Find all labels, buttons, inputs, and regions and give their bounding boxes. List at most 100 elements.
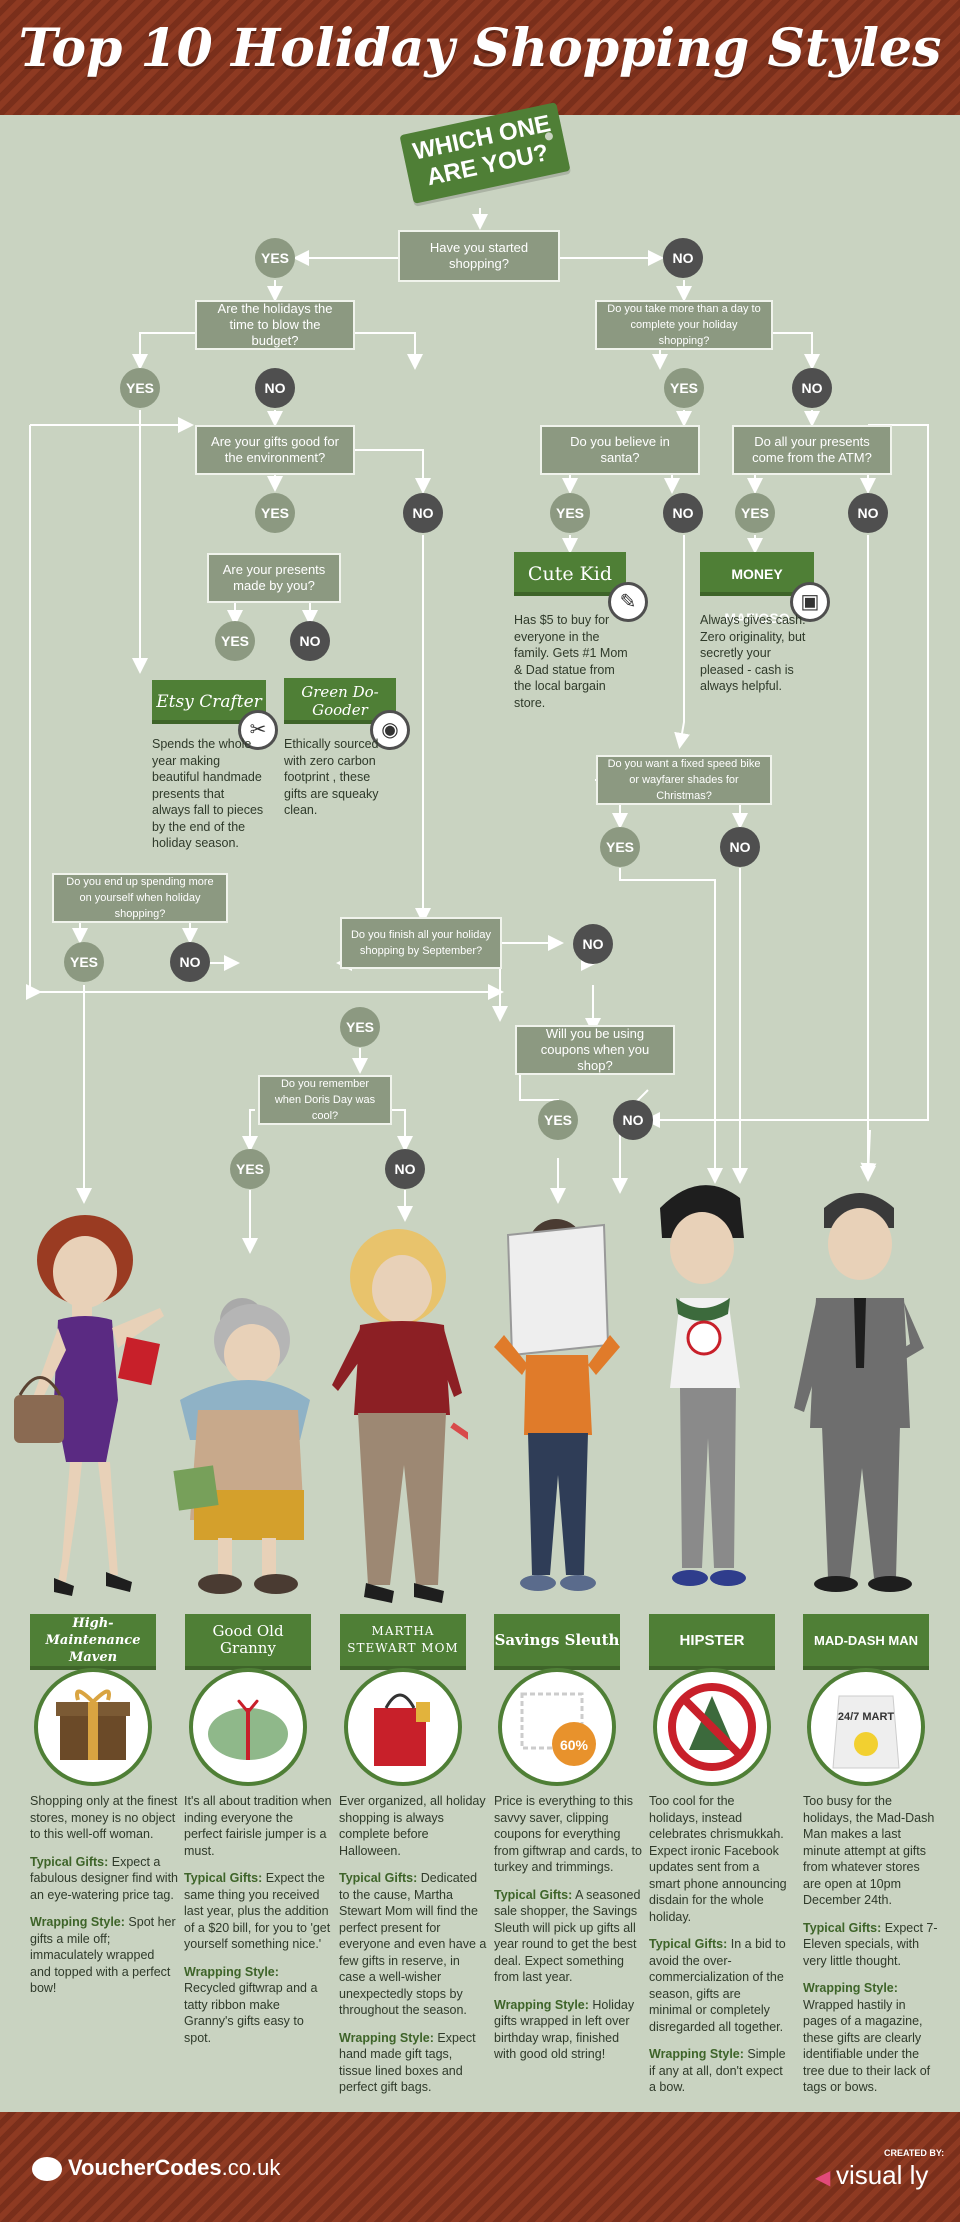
answer-yes-doris[interactable]: YES	[230, 1149, 270, 1189]
wrap-text: Expect hand made gift tags, tissue lined…	[339, 2030, 476, 2095]
martha-stewart-mom-figure	[332, 1229, 468, 1603]
wrap-title: Wrapping Style:	[494, 1997, 589, 2012]
answer-yes-more-than-day[interactable]: YES	[664, 368, 704, 408]
answer-no-coupons[interactable]: NO	[613, 1100, 653, 1140]
coupon-badge-icon: 60%	[498, 1668, 616, 1786]
wrap-text: Simple if any at all, don't expect a bow…	[649, 2047, 786, 2094]
persona-text-granny: It's all about tradition when inding eve…	[184, 1793, 332, 2057]
wrap-text: Holiday gifts wrapped in left over birth…	[494, 1997, 635, 2062]
persona-label-maven: High-Maintenance Maven	[30, 1614, 156, 1670]
mart-bag-icon: 24/7 MART	[807, 1668, 925, 1786]
gifts-text: Expect a fabulous designer find with an …	[30, 1854, 179, 1902]
wrap-title: Wrapping Style:	[184, 1964, 279, 1979]
answer-yes-made-by-you[interactable]: YES	[215, 621, 255, 661]
cash-icon: ▣	[790, 582, 830, 622]
created-by-label: CREATED BY:	[884, 2148, 945, 2158]
question-more-than-a-day[interactable]: Do you take more than a day to complete …	[595, 300, 773, 350]
persona-label-granny: Good Old Granny	[185, 1614, 311, 1670]
persona-text-maven: Shopping only at the finest stores, mone…	[30, 1793, 178, 2008]
question-believe-santa[interactable]: Do you believe in santa?	[540, 425, 700, 475]
answer-no-environment[interactable]: NO	[403, 493, 443, 533]
answer-no-doris[interactable]: NO	[385, 1149, 425, 1189]
page-title: Top 10 Holiday Shopping Styles	[18, 18, 942, 79]
result-green-do-gooder-desc: Ethically sourced with zero carbon footp…	[284, 737, 379, 817]
wrap-title: Wrapping Style:	[649, 2047, 744, 2061]
gifts-title: Typical Gifts:	[494, 1887, 573, 1902]
persona-intro: Too busy for the holidays, the Mad-Dash …	[803, 1794, 935, 1907]
answer-no-made-by-you[interactable]: NO	[290, 621, 330, 661]
answer-no-september[interactable]: NO	[573, 924, 613, 964]
answer-no-santa[interactable]: NO	[663, 493, 703, 533]
mart-text: 24/7 MART	[838, 1711, 895, 1723]
question-started-shopping[interactable]: Have you started shopping?	[398, 230, 560, 282]
result-money-mafioso-label: MONEY MAFIOSO	[700, 552, 814, 626]
answer-yes-santa[interactable]: YES	[550, 493, 590, 533]
good-old-granny-figure	[173, 1298, 310, 1594]
answer-no-budget[interactable]: NO	[255, 368, 295, 408]
question-finish-by-september[interactable]: Do you finish all your holiday shopping …	[340, 917, 502, 969]
result-etsy-crafter-label: Etsy Crafter	[152, 680, 266, 724]
scissors-icon: ✂	[238, 710, 278, 750]
persona-text-martha: Ever organized, all holiday shopping is …	[339, 1793, 487, 2107]
savings-badge-text: 60%	[560, 1737, 589, 1753]
persona-intro: It's all about tradition when inding eve…	[184, 1794, 332, 1858]
question-presents-atm[interactable]: Do all your presents come from the ATM?	[732, 425, 892, 475]
brand-suffix: .co.uk	[221, 2155, 281, 2180]
answer-yes-september[interactable]: YES	[340, 1007, 380, 1047]
visually-text: visual ly	[835, 2160, 929, 2190]
persona-text-sleuth: Price is everything to this savvy saver,…	[494, 1793, 642, 2074]
persona-text-mad-dash: Too busy for the holidays, the Mad-Dash …	[803, 1793, 941, 2107]
question-bike-or-shades[interactable]: Do you want a fixed speed bike or wayfar…	[596, 755, 772, 805]
persona-intro: Too cool for the holidays, instead celeb…	[649, 1794, 787, 1924]
wrap-title: Wrapping Style:	[803, 1981, 898, 1995]
answer-yes-started[interactable]: YES	[255, 238, 295, 278]
gifts-title: Typical Gifts:	[649, 1937, 728, 1951]
gifts-title: Typical Gifts:	[30, 1854, 109, 1869]
question-made-by-you[interactable]: Are your presents made by you?	[207, 553, 341, 603]
persona-intro: Ever organized, all holiday shopping is …	[339, 1794, 486, 1858]
result-money-mafioso-desc: Always gives cash. Zero originality, but…	[700, 613, 806, 693]
wrap-text: Spot her gifts a mile off; immaculately …	[30, 1915, 176, 1995]
gifts-text: Expect 7-Eleven specials, with very litt…	[803, 1920, 938, 1968]
answer-no-started[interactable]: NO	[663, 238, 703, 278]
gifts-text: A seasoned sale shopper, the Savings Sle…	[494, 1887, 641, 1985]
question-blow-budget[interactable]: Are the holidays the time to blow the bu…	[195, 300, 355, 350]
persona-label-sleuth: Savings Sleuth	[494, 1614, 620, 1670]
question-gifts-environment[interactable]: Are your gifts good for the environment?	[195, 425, 355, 475]
question-using-coupons[interactable]: Will you be using coupons when you shop?	[515, 1025, 675, 1075]
visually-arrow-icon: ◀	[815, 2167, 836, 2189]
answer-yes-atm[interactable]: YES	[735, 493, 775, 533]
footer-band	[0, 2112, 960, 2222]
gifts-text: Dedicated to the cause, Martha Stewart M…	[339, 1871, 487, 2017]
answer-yes-budget[interactable]: YES	[120, 368, 160, 408]
question-spending-yourself[interactable]: Do you end up spending more on yourself …	[52, 873, 228, 923]
persona-label-mad-dash: MAD-DASH MAN	[803, 1614, 929, 1670]
gifts-title: Typical Gifts:	[803, 1920, 882, 1935]
result-cute-kid-label: Cute Kid	[514, 552, 626, 596]
result-etsy-crafter-desc: Spends the whole year making beautiful h…	[152, 737, 264, 850]
answer-no-spending[interactable]: NO	[170, 942, 210, 982]
answer-no-atm[interactable]: NO	[848, 493, 888, 533]
wrapped-present-icon	[189, 1668, 307, 1786]
visually-logo[interactable]: ◀ visual ly	[815, 2160, 928, 2191]
answer-yes-bike[interactable]: YES	[600, 827, 640, 867]
mad-dash-man-figure	[794, 1193, 924, 1592]
savings-sleuth-figure	[494, 1219, 620, 1591]
wrap-text: Wrapped hastily in pages of a magazine, …	[803, 1997, 931, 2095]
gifts-text: In a bid to avoid the over-commercializa…	[649, 1937, 786, 2034]
answer-yes-environment[interactable]: YES	[255, 493, 295, 533]
gift-box-icon	[34, 1668, 152, 1786]
answer-no-more-than-day[interactable]: NO	[792, 368, 832, 408]
question-doris-day[interactable]: Do you remember when Doris Day was cool?	[258, 1075, 392, 1125]
answer-no-bike[interactable]: NO	[720, 827, 760, 867]
answer-yes-spending[interactable]: YES	[64, 942, 104, 982]
answer-yes-coupons[interactable]: YES	[538, 1100, 578, 1140]
globe-icon: ◉	[370, 710, 410, 750]
result-green-do-gooder-label: Green Do-Gooder	[284, 678, 396, 724]
persona-intro: Shopping only at the finest stores, mone…	[30, 1794, 178, 1841]
vouchercodes-logo[interactable]: VoucherCodes.co.uk	[32, 2155, 281, 2182]
gift-bag-icon	[344, 1668, 462, 1786]
persona-intro: Price is everything to this savvy saver,…	[494, 1794, 642, 1874]
result-cute-kid-desc: Has $5 to buy for everyone in the family…	[514, 613, 628, 710]
crayons-icon: ✎	[608, 582, 648, 622]
